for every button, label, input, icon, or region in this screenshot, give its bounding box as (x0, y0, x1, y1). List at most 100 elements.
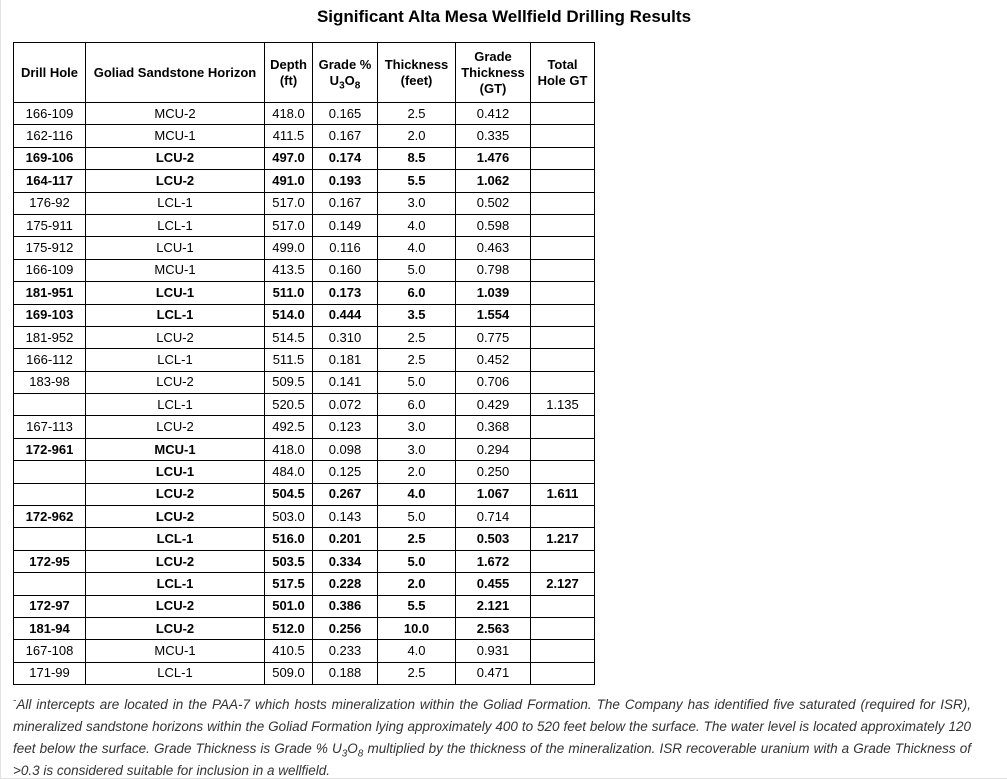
table-row: 183-98 LCU-2 509.5 0.141 5.0 0.706 (13, 370, 595, 395)
cell-grade: 0.267 (312, 482, 378, 507)
cell-thickness: 5.0 (377, 505, 456, 529)
cell-gt: 0.706 (455, 370, 531, 395)
cell-horizon: LCU-2 (85, 505, 265, 529)
cell-horizon: LCU-2 (85, 616, 265, 641)
cell-depth: 499.0 (264, 236, 313, 260)
cell-gt: 0.798 (455, 258, 531, 283)
cell-grade: 0.201 (312, 527, 378, 551)
cell-gt: 0.250 (455, 460, 531, 484)
cell-gt: 0.463 (455, 236, 531, 260)
cell-drill-hole: 166-109 (13, 258, 86, 283)
cell-depth: 503.0 (264, 505, 313, 529)
cell-drill-hole: 172-962 (13, 505, 86, 529)
cell-depth: 517.0 (264, 213, 313, 238)
cell-total-gt (530, 639, 595, 663)
col-header-drill-hole: Drill Hole (13, 42, 86, 103)
cell-grade: 0.143 (312, 505, 378, 529)
cell-drill-hole: 175-912 (13, 236, 86, 260)
cell-gt: 1.067 (455, 482, 531, 507)
cell-grade: 0.188 (312, 661, 378, 686)
cell-grade: 0.193 (312, 169, 378, 193)
cell-depth: 411.5 (264, 124, 313, 148)
cell-total-gt (530, 348, 595, 372)
col-header-depth: Depth (ft) (264, 42, 313, 103)
cell-thickness: 2.0 (377, 460, 456, 484)
cell-depth: 509.5 (264, 370, 313, 395)
cell-drill-hole: 167-113 (13, 415, 86, 439)
cell-total-gt (530, 101, 595, 126)
cell-grade: 0.167 (312, 191, 378, 215)
cell-grade: 0.174 (312, 146, 378, 171)
cell-grade: 0.125 (312, 460, 378, 484)
table-row: 181-952 LCU-2 514.5 0.310 2.5 0.775 (13, 325, 595, 350)
cell-gt: 0.412 (455, 101, 531, 126)
cell-total-gt (530, 594, 595, 618)
cell-depth: 413.5 (264, 258, 313, 283)
cell-gt: 0.452 (455, 348, 531, 372)
cell-total-gt: 2.127 (530, 572, 595, 596)
cell-horizon: LCU-2 (85, 549, 265, 574)
col-header-total-hole-gt: Total Hole GT (530, 42, 595, 103)
cell-thickness: 5.5 (377, 594, 456, 618)
cell-drill-hole (13, 527, 86, 551)
cell-depth: 504.5 (264, 482, 313, 507)
cell-grade: 0.123 (312, 415, 378, 439)
cell-horizon: MCU-1 (85, 639, 265, 663)
table-row: 176-92 LCL-1 517.0 0.167 3.0 0.502 (13, 191, 595, 215)
cell-total-gt (530, 661, 595, 686)
cell-horizon: LCU-2 (85, 415, 265, 439)
cell-depth: 418.0 (264, 101, 313, 126)
cell-depth: 492.5 (264, 415, 313, 439)
cell-thickness: 2.5 (377, 101, 456, 126)
table-row: 175-912 LCU-1 499.0 0.116 4.0 0.463 (13, 236, 595, 260)
cell-thickness: 2.0 (377, 124, 456, 148)
cell-drill-hole: 181-952 (13, 325, 86, 350)
col-header-grade: Grade % U3O8 (312, 42, 378, 103)
cell-thickness: 4.0 (377, 213, 456, 238)
page-title: Significant Alta Mesa Wellfield Drilling… (316, 7, 692, 26)
cell-horizon: MCU-1 (85, 258, 265, 283)
cell-drill-hole: 172-95 (13, 549, 86, 574)
cell-total-gt: 1.135 (530, 393, 595, 417)
drill-hole-label: Drill Hole (20, 64, 79, 80)
cell-thickness: 5.0 (377, 370, 456, 395)
table-row: 172-962 LCU-2 503.0 0.143 5.0 0.714 (13, 505, 595, 529)
table-row: 169-106 LCU-2 497.0 0.174 8.5 1.476 (13, 146, 595, 171)
cell-gt: 1.672 (455, 549, 531, 574)
cell-drill-hole: 171-99 (13, 661, 86, 686)
cell-thickness: 5.0 (377, 258, 456, 283)
cell-total-gt (530, 146, 595, 171)
cell-horizon: LCL-1 (85, 348, 265, 372)
cell-depth: 511.0 (264, 281, 313, 305)
cell-depth: 503.5 (264, 549, 313, 574)
col-header-grade-thickness: Grade Thickness (GT) (455, 42, 531, 103)
cell-horizon: MCU-2 (85, 101, 265, 126)
table-row: 181-951 LCU-1 511.0 0.173 6.0 1.039 (13, 281, 595, 305)
cell-thickness: 3.5 (377, 303, 456, 327)
cell-grade: 0.116 (312, 236, 378, 260)
cell-drill-hole: 172-961 (13, 437, 86, 462)
cell-thickness: 2.5 (377, 325, 456, 350)
cell-total-gt (530, 213, 595, 238)
cell-depth: 410.5 (264, 639, 313, 663)
cell-total-gt (530, 415, 595, 439)
cell-thickness: 2.5 (377, 527, 456, 551)
cell-horizon: LCL-1 (85, 661, 265, 686)
cell-drill-hole: 167-108 (13, 639, 86, 663)
cell-drill-hole: 183-98 (13, 370, 86, 395)
table-row: 172-95 LCU-2 503.5 0.334 5.0 1.672 (13, 549, 595, 574)
cell-total-gt (530, 549, 595, 574)
cell-gt: 0.429 (455, 393, 531, 417)
table-row: 169-103 LCL-1 514.0 0.444 3.5 1.554 (13, 303, 595, 327)
cell-drill-hole: 175-911 (13, 213, 86, 238)
cell-gt: 0.598 (455, 213, 531, 238)
cell-horizon: LCU-2 (85, 482, 265, 507)
table-row: 172-961 MCU-1 418.0 0.098 3.0 0.294 (13, 437, 595, 462)
cell-depth: 517.0 (264, 191, 313, 215)
cell-grade: 0.167 (312, 124, 378, 148)
cell-total-gt (530, 191, 595, 215)
cell-horizon: LCU-2 (85, 594, 265, 618)
cell-total-gt (530, 303, 595, 327)
cell-gt: 1.039 (455, 281, 531, 305)
cell-depth: 509.0 (264, 661, 313, 686)
